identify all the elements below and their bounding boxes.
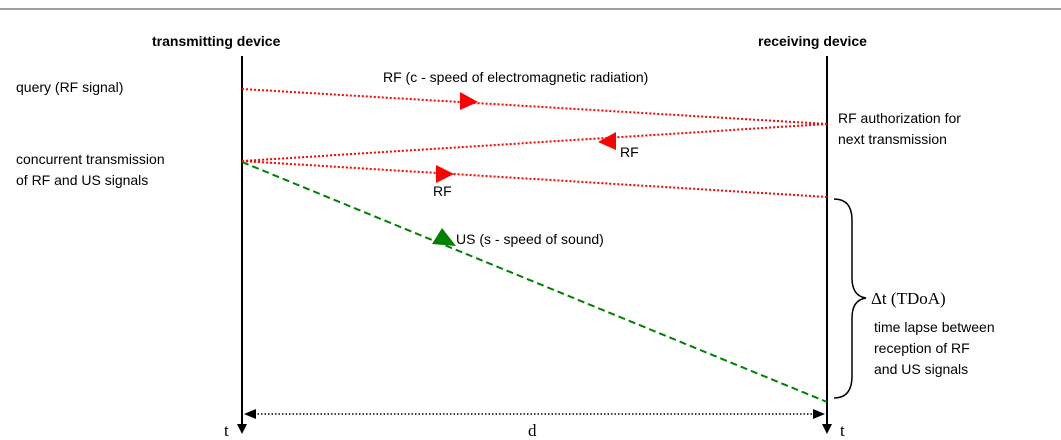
time-label-right: t — [840, 421, 845, 440]
concurrent-label-line2: of RF and US signals — [16, 172, 148, 188]
lapse-label-line3: and US signals — [874, 361, 968, 377]
lapse-label-line2: reception of RF — [874, 340, 970, 356]
rf-query-arrowhead — [460, 92, 478, 110]
tdoa-brace — [833, 198, 867, 399]
rf-concurrent-arrowhead — [436, 165, 454, 183]
rf-concurrent-line — [241, 160, 828, 198]
concurrent-label-line1: concurrent transmission — [16, 151, 165, 167]
distance-arrowhead-right — [813, 409, 825, 419]
rf-return-label: RF — [620, 144, 639, 160]
rf-query-label: RF (c - speed of electromagnetic radiati… — [383, 69, 648, 85]
distance-label: d — [528, 421, 537, 440]
rf-query-line — [241, 88, 828, 125]
distance-arrowhead-left — [244, 409, 256, 419]
receiver-header: receiving device — [758, 33, 867, 49]
us-label: US (s - speed of sound) — [456, 231, 604, 247]
tdoa-label: Δt (TDoA) — [871, 289, 946, 308]
query-label: query (RF signal) — [16, 79, 123, 95]
lapse-label-line1: time lapse between — [874, 319, 995, 335]
authorization-label-line2: next transmission — [838, 131, 947, 147]
transmitter-time-arrowhead — [237, 424, 247, 434]
us-line — [241, 161, 828, 403]
rf-return-line — [241, 123, 828, 162]
transmitter-header: transmitting device — [152, 33, 281, 49]
time-label-left: t — [224, 421, 229, 440]
rf-return-arrowhead — [598, 132, 616, 150]
rf-concurrent-label: RF — [433, 183, 452, 199]
us-arrowhead — [432, 228, 456, 246]
receiver-time-arrowhead — [822, 424, 832, 434]
authorization-label-line1: RF authorization for — [838, 110, 961, 126]
